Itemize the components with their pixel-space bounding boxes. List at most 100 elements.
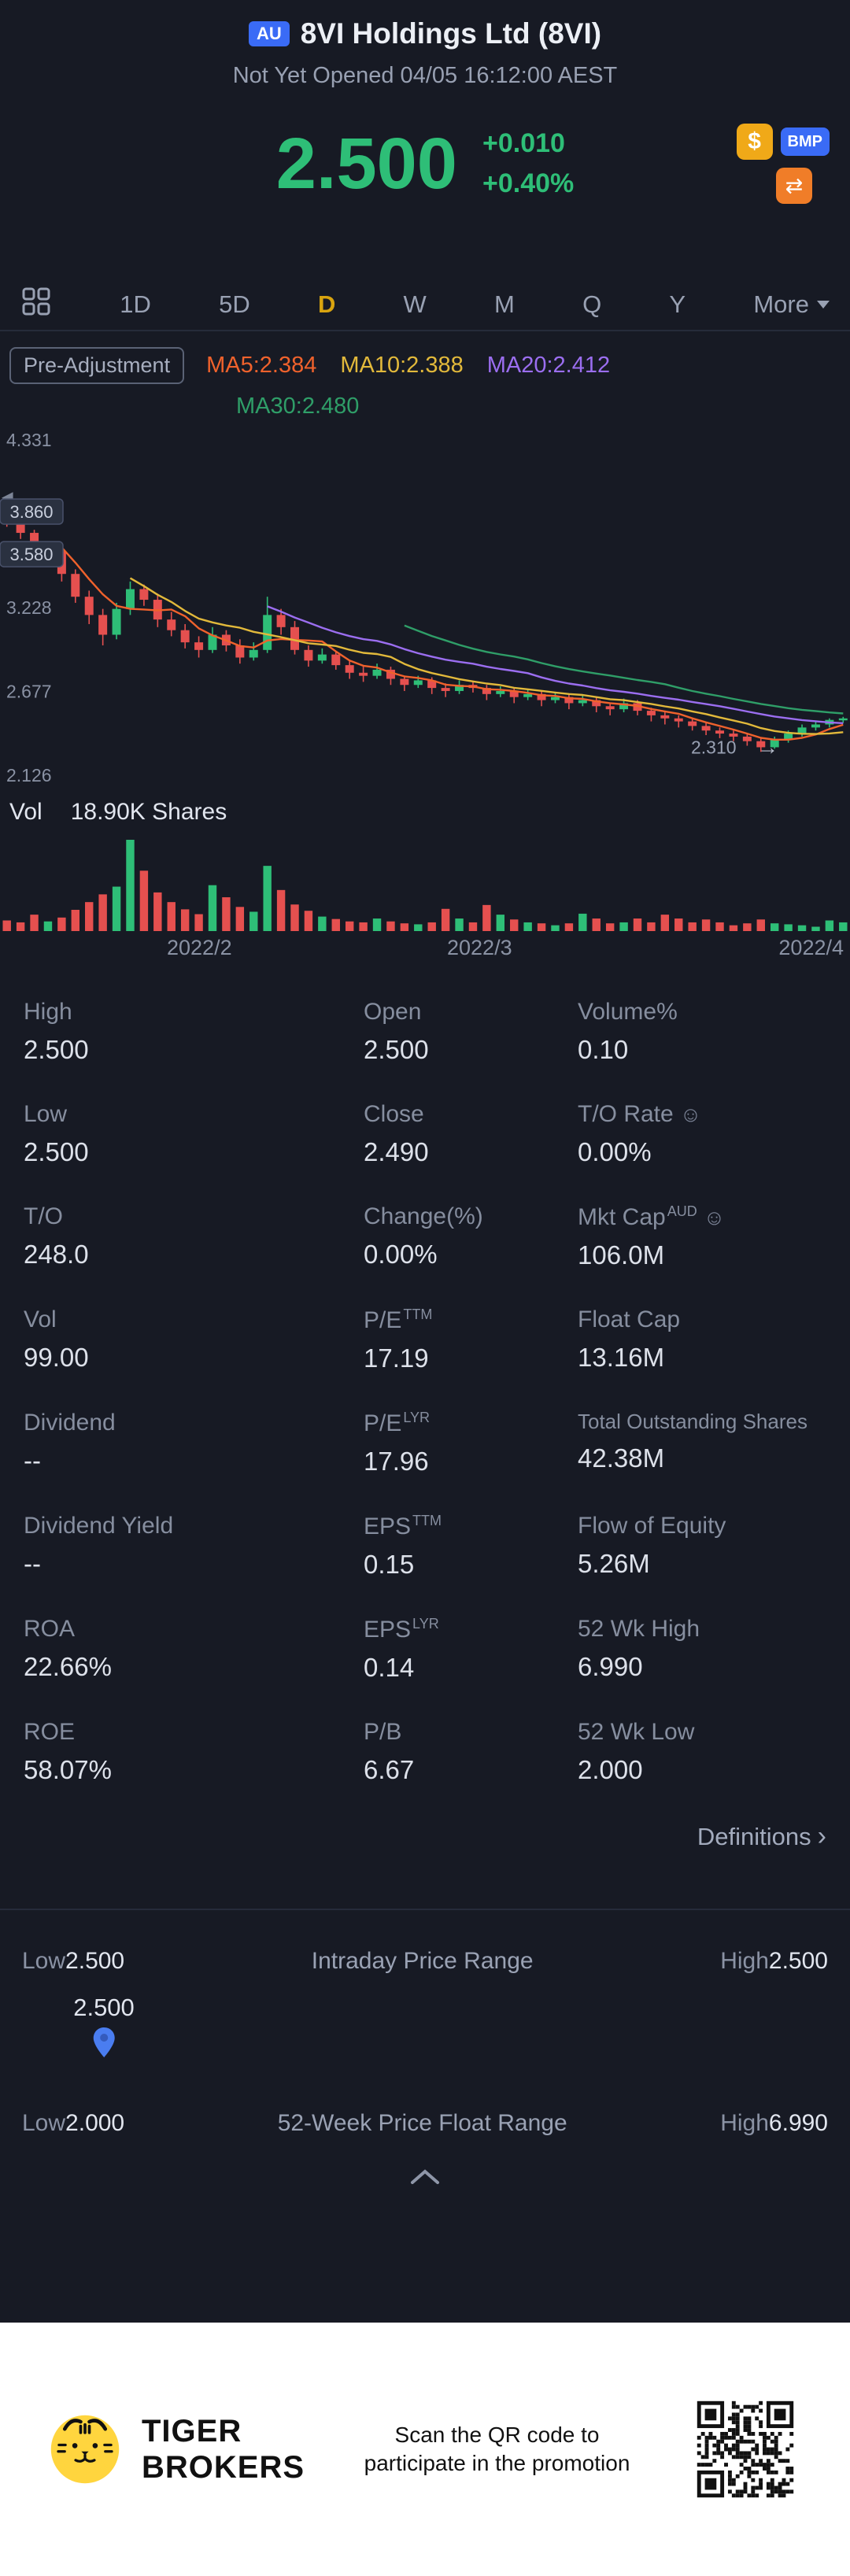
stat-row: ROA 22.66% EPS LYR 0.14 52 Wk High 6.990 bbox=[0, 1616, 850, 1683]
week52-high: High6.990 bbox=[720, 2110, 828, 2136]
volume-label: Vol bbox=[9, 799, 42, 825]
stat-value: 58.07% bbox=[24, 1755, 112, 1784]
stat-cell: P/B 6.67 bbox=[364, 1719, 578, 1785]
promo-footer: TIGER BROKERS Scan the QR code to partic… bbox=[0, 2323, 850, 2576]
stat-cell: P/E LYR 17.96 bbox=[364, 1410, 578, 1476]
stat-value: 5.26M bbox=[578, 1549, 650, 1578]
ma-label: MA10:2.388 bbox=[340, 353, 464, 378]
stat-row: Vol 99.00 P/E TTM 17.19 Float Cap 13.16M bbox=[0, 1306, 850, 1373]
stat-cell: ROA 22.66% bbox=[24, 1616, 364, 1683]
svg-text:4.331: 4.331 bbox=[6, 430, 52, 450]
chart-x-axis: 2022/2 2022/3 2022/4 bbox=[0, 933, 850, 966]
stat-cell: Low 2.500 bbox=[24, 1101, 364, 1167]
stat-label: T/O bbox=[24, 1203, 63, 1229]
stat-label: Close bbox=[364, 1101, 424, 1127]
stat-label: EPS LYR bbox=[364, 1616, 439, 1643]
stat-cell: Change(%) 0.00% bbox=[364, 1203, 578, 1270]
stat-value: 22.66% bbox=[24, 1652, 112, 1681]
stat-label: EPS TTM bbox=[364, 1513, 442, 1539]
stat-value: 2.490 bbox=[364, 1137, 429, 1166]
stat-value: 2.000 bbox=[578, 1755, 643, 1784]
grid-layout-icon[interactable] bbox=[20, 286, 52, 323]
definitions-link[interactable]: Definitions › bbox=[697, 1821, 826, 1851]
price-range-section: Low2.500 Intraday Price Range High2.500 … bbox=[0, 1948, 850, 2137]
stat-cell: T/O 248.0 bbox=[24, 1203, 364, 1270]
stat-cell: P/E TTM 17.19 bbox=[364, 1306, 578, 1373]
volume-header: Vol 18.90K Shares bbox=[0, 799, 850, 826]
stat-value: 106.0M bbox=[578, 1240, 665, 1270]
tiger-logo-icon bbox=[50, 2415, 120, 2484]
volume-chart[interactable] bbox=[0, 826, 850, 933]
intraday-high: High2.500 bbox=[720, 1948, 828, 1974]
stat-label: P/E LYR bbox=[364, 1410, 431, 1436]
stat-value: 0.15 bbox=[364, 1550, 415, 1579]
stat-value: 248.0 bbox=[24, 1240, 89, 1269]
stat-value: 6.990 bbox=[578, 1652, 643, 1681]
stat-label: High bbox=[24, 999, 72, 1025]
intraday-range-track: 2.500 bbox=[22, 1975, 828, 2110]
dollar-badge-icon[interactable]: $ bbox=[736, 124, 773, 160]
pre-adjustment-button[interactable]: Pre-Adjustment bbox=[9, 347, 185, 384]
location-pin-icon bbox=[93, 2027, 115, 2057]
tab-monthly[interactable]: M bbox=[494, 290, 515, 318]
promo-text: Scan the QR code to participate in the p… bbox=[364, 2422, 630, 2475]
stat-label: ROE bbox=[24, 1719, 76, 1745]
stat-value: 2.500 bbox=[24, 1035, 89, 1064]
stat-label: Volume% bbox=[578, 999, 678, 1025]
stat-label: Mkt Cap AUD ☺ bbox=[578, 1203, 726, 1230]
stat-value: 17.96 bbox=[364, 1447, 429, 1476]
tab-1d[interactable]: 1D bbox=[120, 290, 151, 318]
stat-row: T/O 248.0 Change(%) 0.00% Mkt Cap AUD ☺ 106.0M bbox=[0, 1203, 850, 1270]
stat-label: ROA bbox=[24, 1616, 76, 1642]
stat-row: Low 2.500 Close 2.490 T/O Rate ☺ 0.00% bbox=[0, 1101, 850, 1167]
divider bbox=[0, 1909, 850, 1910]
tab-5d[interactable]: 5D bbox=[219, 290, 250, 318]
stat-value: 0.00% bbox=[578, 1137, 652, 1166]
stat-value: 6.67 bbox=[364, 1755, 415, 1784]
chart-legend: Pre-Adjustment MA5:2.384 MA10:2.388 MA20:2… bbox=[0, 347, 850, 419]
stat-label: Flow of Equity bbox=[578, 1513, 726, 1539]
info-emoji-icon[interactable]: ☺ bbox=[703, 1206, 726, 1229]
stat-label: 52 Wk Low bbox=[578, 1719, 695, 1745]
tab-yearly[interactable]: Y bbox=[669, 290, 686, 318]
collapse-button[interactable] bbox=[0, 2167, 850, 2187]
x-tick: 2022/3 bbox=[447, 936, 512, 959]
stat-label: P/B bbox=[364, 1719, 402, 1745]
tab-daily[interactable]: D bbox=[317, 290, 336, 318]
promo-icon[interactable]: ⇄ bbox=[776, 168, 812, 204]
week52-range-title: 52-Week Price Float Range bbox=[277, 2110, 567, 2136]
x-tick: 2022/4 bbox=[778, 936, 844, 959]
stat-label: Open bbox=[364, 999, 422, 1025]
stat-value: 2.500 bbox=[24, 1137, 89, 1166]
stat-row: ROE 58.07% P/B 6.67 52 Wk Low 2.000 bbox=[0, 1719, 850, 1785]
ma-label: MA5:2.384 bbox=[206, 353, 317, 378]
tab-more[interactable]: More bbox=[753, 290, 830, 319]
stat-label: Vol bbox=[24, 1306, 57, 1332]
tab-weekly[interactable]: W bbox=[403, 290, 427, 318]
info-emoji-icon[interactable]: ☺ bbox=[679, 1103, 702, 1126]
period-tab-bar: 1D 5D D W M Q Y More bbox=[0, 279, 850, 330]
divider bbox=[0, 330, 850, 331]
bmp-badge[interactable]: BMP bbox=[780, 128, 830, 156]
stat-cell: Float Cap 13.16M bbox=[578, 1306, 850, 1373]
quote-badges: $ BMP ⇄ bbox=[736, 124, 830, 204]
pin-value: 2.500 bbox=[73, 1994, 135, 2021]
tab-quarterly[interactable]: Q bbox=[582, 290, 602, 318]
x-tick: 2022/2 bbox=[167, 936, 232, 959]
qr-code bbox=[689, 2393, 801, 2505]
stat-cell: Mkt Cap AUD ☺ 106.0M bbox=[578, 1203, 850, 1270]
stat-cell: 52 Wk Low 2.000 bbox=[578, 1719, 850, 1785]
stat-label: T/O Rate ☺ bbox=[578, 1101, 702, 1127]
stat-label: Low bbox=[24, 1101, 68, 1127]
last-price: 2.500 bbox=[275, 124, 457, 204]
ma-label: MA30:2.480 bbox=[236, 394, 360, 419]
week52-low: Low2.000 bbox=[22, 2110, 125, 2136]
ma-label: MA20:2.412 bbox=[486, 353, 611, 378]
stat-row: High 2.500 Open 2.500 Volume% 0.10 bbox=[0, 999, 850, 1065]
stat-label: 52 Wk High bbox=[578, 1616, 700, 1642]
stock-title: 8VI Holdings Ltd (8VI) bbox=[300, 17, 602, 50]
stat-cell: ROE 58.07% bbox=[24, 1719, 364, 1785]
stat-cell: Open 2.500 bbox=[364, 999, 578, 1065]
